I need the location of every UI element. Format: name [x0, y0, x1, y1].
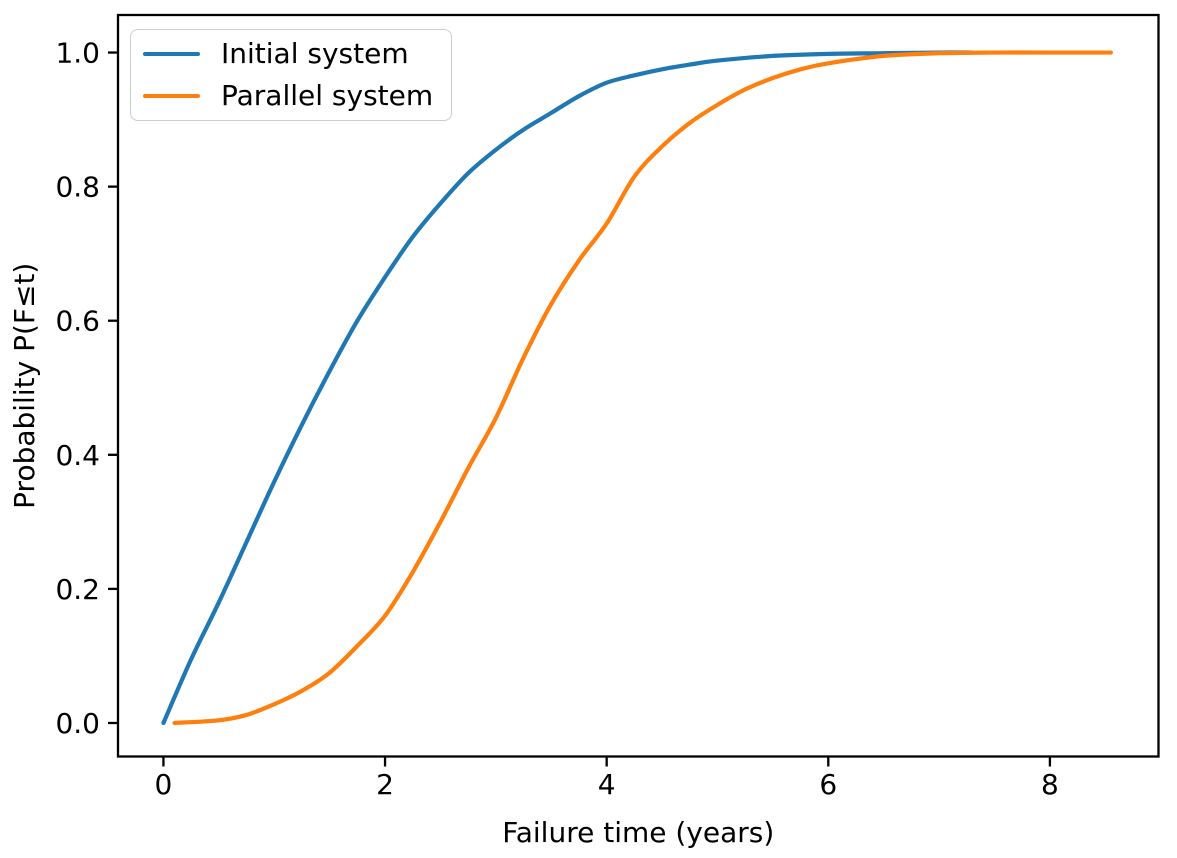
legend: Initial system Parallel system [130, 29, 453, 121]
x-tick-label: 4 [598, 768, 616, 801]
axes-spines [116, 13, 1160, 758]
parallel-system-curve [172, 50, 1113, 726]
x-tick-label: 2 [376, 768, 394, 801]
x-tick-label: 8 [1041, 768, 1059, 801]
y-tick-label: 0.6 [55, 305, 100, 338]
legend-item-initial-system: Initial system [143, 36, 433, 72]
x-tick-label: 6 [819, 768, 837, 801]
x-axis-label: Failure time (years) [502, 816, 774, 849]
initial-system-line-swatch [143, 51, 200, 57]
y-tick-label: 1.0 [55, 37, 100, 70]
parallel-system-line-swatch [143, 93, 200, 99]
y-tick-label: 0.4 [55, 439, 100, 472]
y-tick-label: 0.0 [55, 707, 100, 740]
legend-label-initial-system: Initial system [221, 36, 409, 70]
legend-label-parallel-system: Parallel system [221, 78, 434, 112]
y-tick-label: 0.8 [55, 171, 100, 204]
initial-system-curve [161, 50, 975, 726]
legend-item-parallel-system: Parallel system [143, 78, 433, 114]
x-tick-label: 0 [155, 768, 173, 801]
y-axis-label: Probability P(F≤t) [8, 263, 41, 509]
y-tick-label: 0.2 [55, 573, 100, 606]
